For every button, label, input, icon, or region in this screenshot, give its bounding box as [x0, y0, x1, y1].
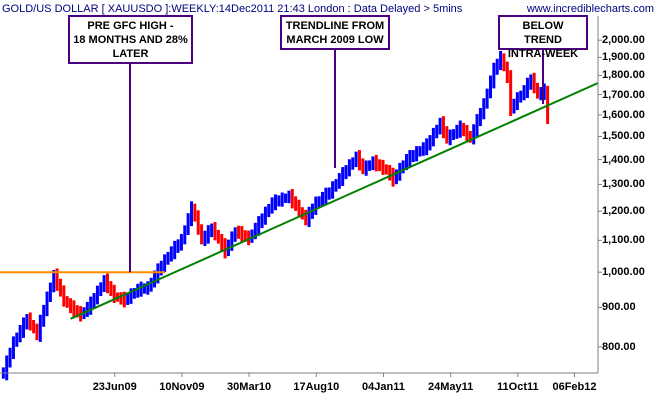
x-tick-label: 23Jun09	[92, 381, 137, 393]
y-tick-label: 1,300.00	[602, 178, 645, 191]
annotation-line: PRE GFC HIGH -	[87, 20, 174, 32]
x-tick-label: 06Feb12	[552, 381, 597, 393]
y-tick-label: 1,500.00	[602, 130, 645, 143]
annotation-line: INTRA-WEEK	[507, 48, 579, 60]
reference-lines	[0, 50, 599, 320]
annotation-line: LATER	[112, 48, 149, 60]
x-tick-label: 30Mar10	[227, 381, 272, 393]
x-tick-label: 17Aug10	[293, 381, 340, 393]
axes	[0, 16, 602, 377]
support-trendline	[70, 82, 599, 320]
annotation-pre-gfc-high: PRE GFC HIGH - 18 MONTHS AND 28% LATER	[68, 15, 193, 64]
y-tick-label: 1,400.00	[602, 153, 645, 166]
y-tick-label: 800.00	[602, 340, 636, 353]
annotation-line: BELOW TREND	[522, 20, 564, 46]
annotation-trendline: TRENDLINE FROM MARCH 2009 LOW	[280, 15, 390, 50]
y-tick-label: 1,200.00	[602, 205, 645, 218]
y-tick-label: 900.00	[602, 301, 636, 314]
annotation-below-trend: BELOW TREND INTRA-WEEK	[498, 15, 588, 60]
y-tick-label: 1,800.00	[602, 69, 645, 82]
chart-header-title: GOLD/US DOLLAR [ XAUUSDO ]:WEEKLY:14Dec2…	[2, 3, 463, 15]
y-tick-label: 2,000.00	[602, 34, 645, 47]
y-tick-label: 1,600.00	[602, 108, 645, 121]
x-tick-label: 24May11	[428, 381, 474, 393]
price-bars	[1, 51, 550, 381]
y-tick-label: 1,000.00	[602, 266, 645, 279]
annotation-line: TRENDLINE FROM	[285, 20, 385, 32]
chart-header-website[interactable]: www.incrediblecharts.com	[526, 3, 654, 15]
y-tick-label: 1,700.00	[602, 88, 645, 101]
x-tick-label: 10Nov09	[159, 381, 205, 393]
annotation-line: 18 MONTHS AND 28%	[73, 34, 188, 46]
y-tick-label: 1,900.00	[602, 51, 645, 64]
x-tick-label: 04Jan11	[362, 381, 405, 393]
y-tick-label: 1,100.00	[602, 234, 645, 247]
annotation-line: MARCH 2009 LOW	[286, 34, 384, 46]
x-tick-label: 11Oct11	[497, 381, 539, 393]
